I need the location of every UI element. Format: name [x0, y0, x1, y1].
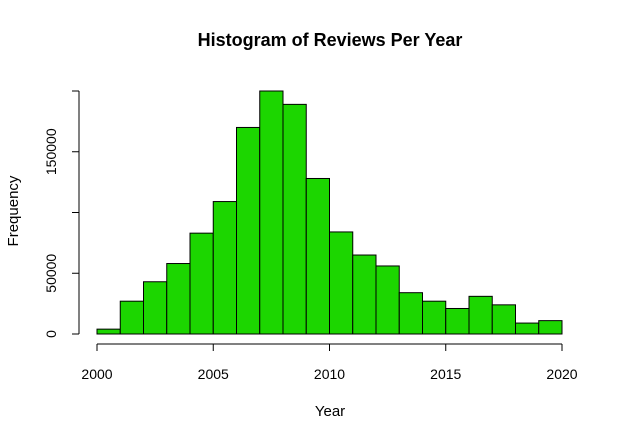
histogram-bar-2009 — [305, 177, 330, 335]
x-tick-label-2005: 2005 — [198, 366, 229, 382]
y-tick-label-150000: 150000 — [43, 128, 59, 175]
histogram-bar-2019 — [538, 320, 563, 335]
histogram-bar-2002 — [143, 281, 168, 335]
histogram-bar-2007 — [259, 90, 284, 335]
histogram-bar-2008 — [282, 103, 307, 335]
bars-group — [96, 90, 563, 335]
histogram-bar-2005 — [212, 201, 237, 335]
histogram-bar-2001 — [119, 300, 144, 335]
histogram-bar-2004 — [189, 232, 214, 335]
x-tick-label-2010: 2010 — [314, 366, 345, 382]
histogram-bar-2015 — [445, 307, 470, 335]
y-tick-label-50000: 50000 — [43, 254, 59, 293]
x-tick-label-2015: 2015 — [430, 366, 461, 382]
histogram-bar-2013 — [398, 292, 423, 335]
x-axis-label: Year — [315, 403, 345, 420]
x-tick-label-2000: 2000 — [81, 366, 112, 382]
chart-title: Histogram of Reviews Per Year — [198, 30, 463, 50]
histogram-bar-2003 — [166, 263, 191, 335]
histogram-bar-2014 — [422, 300, 447, 335]
y-axis: 0 50000 150000 — [43, 90, 80, 338]
histogram-bar-2017 — [491, 304, 516, 335]
histogram-bar-2018 — [515, 322, 540, 335]
histogram-bar-2011 — [352, 254, 377, 335]
histogram-bar-2006 — [236, 126, 261, 335]
x-tick-label-2020: 2020 — [546, 366, 577, 382]
x-axis: 2000 2005 2010 2015 2020 — [81, 343, 578, 382]
y-axis-label: Frequency — [5, 175, 22, 246]
histogram-bar-2010 — [329, 231, 354, 335]
histogram-bar-2000 — [96, 328, 121, 335]
histogram-bar-2012 — [375, 265, 400, 335]
histogram-bar-2016 — [468, 295, 493, 335]
y-tick-label-0: 0 — [43, 330, 59, 338]
